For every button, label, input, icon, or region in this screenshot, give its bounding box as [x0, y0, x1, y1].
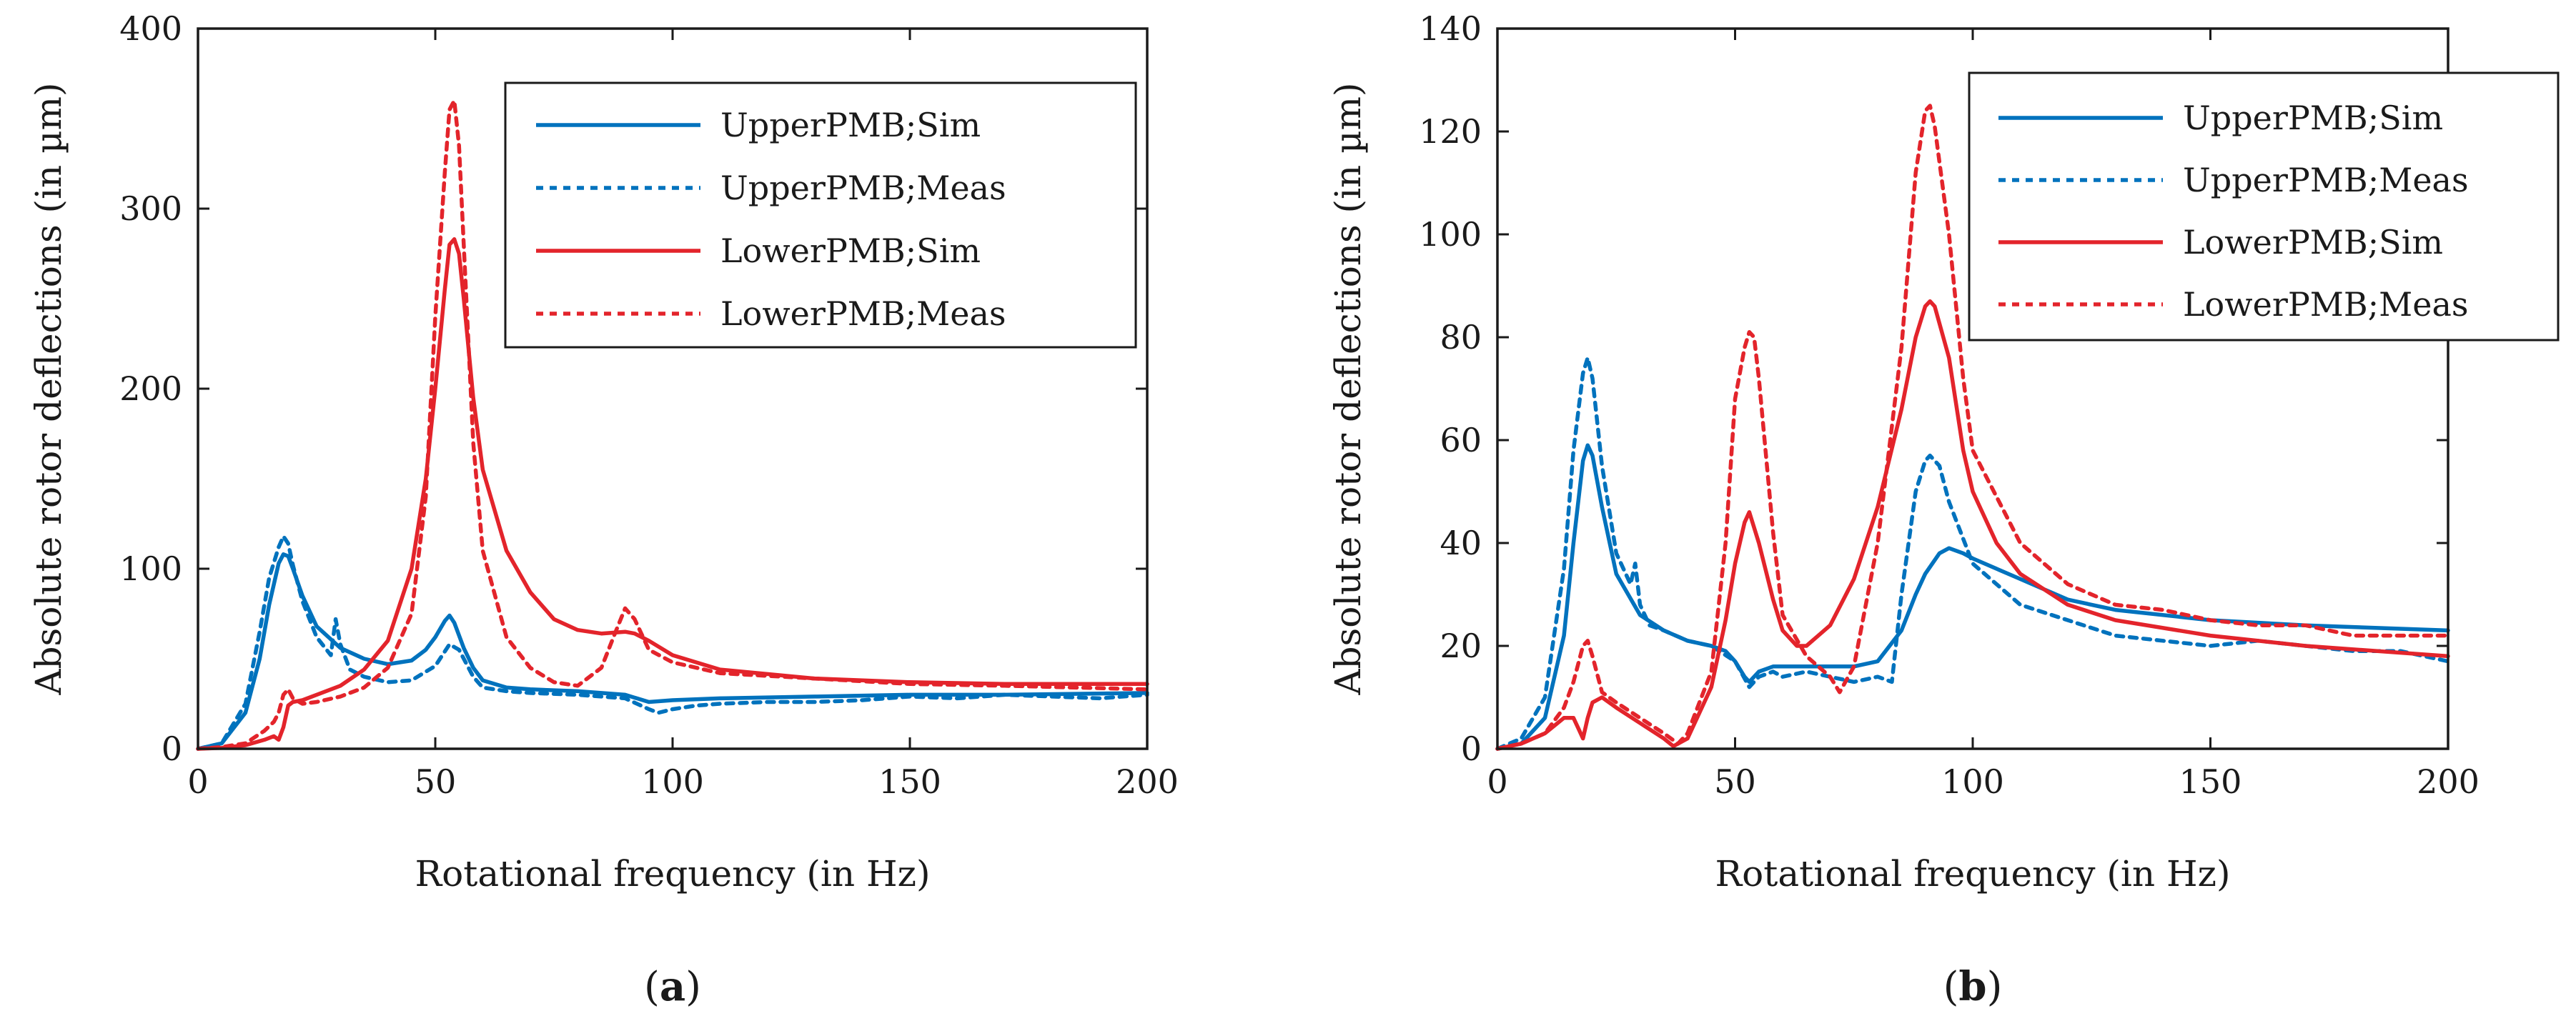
- panel-b-series-layer: [1495, 104, 2450, 751]
- panel-b-legend: UpperPMB;Sim UpperPMB;Meas LowerPMB;Sim …: [1968, 71, 2560, 342]
- panel-a-y-axis-label: Absolute rotor deflections (in µm): [28, 82, 69, 695]
- panel-b-y-tick-label-40: 40: [1440, 524, 1482, 562]
- panel-b-legend-label-lower-meas: LowerPMB;Meas: [2183, 285, 2469, 324]
- panel-b-y-tick-label-0: 0: [1461, 729, 1482, 768]
- panel-b-legend-label-upper-meas: UpperPMB;Meas: [2183, 161, 2469, 199]
- panel-a-legend: UpperPMB;Sim UpperPMB;Meas LowerPMB;Sim …: [504, 81, 1137, 349]
- panel-b-legend-label-upper-sim: UpperPMB;Sim: [2183, 99, 2443, 137]
- panel-a-x-tick-label-150: 150: [878, 762, 941, 801]
- panel-a-x-tick-label-0: 0: [187, 762, 208, 801]
- panel-a-series-lowerpmb-sim: [196, 237, 1149, 751]
- panel-a-series-layer: [196, 99, 1149, 751]
- panel-b-y-tick-label-60: 60: [1440, 421, 1482, 459]
- panel-b-series-upperpmb-meas: [1495, 356, 2450, 751]
- panel-a-y-tick-label-0: 0: [162, 729, 182, 768]
- panel-b-y-tick-label-20: 20: [1440, 627, 1482, 665]
- panel-a-legend-label-lower-sim: LowerPMB;Sim: [720, 231, 981, 270]
- panel-b-y-tick-label-100: 100: [1419, 215, 1482, 254]
- panel-b-x-tick-label-150: 150: [2179, 762, 2242, 801]
- panel-a-y-tick-label-400: 400: [119, 9, 182, 48]
- panel-a-x-tick-label-100: 100: [641, 762, 704, 801]
- panel-a-chart: 0 50 100 150 200 0 100 200 300 400 Rotational fre…: [28, 9, 1179, 1010]
- panel-a-series-upperpmb-sim: [196, 552, 1149, 751]
- panel-b-x-tick-label-200: 200: [2417, 762, 2480, 801]
- panel-a-x-tick-label-50: 50: [415, 762, 457, 801]
- panel-a-ticks-layer: 0 50 100 150 200 0 100 200 300 400: [119, 9, 1179, 801]
- panel-a-x-axis-label: Rotational frequency (in Hz): [415, 853, 931, 895]
- panel-b-series-lowerpmb-meas: [1495, 104, 2450, 751]
- panel-b-chart: 0 50 100 150 200 0 20 40 60 80 100 120 140 Rotationa…: [1327, 9, 2560, 1010]
- panel-b-y-axis-label: Absolute rotor deflections (in µm): [1327, 82, 1369, 695]
- panel-b-x-tick-label-50: 50: [1714, 762, 1756, 801]
- panel-a-legend-label-lower-meas: LowerPMB;Meas: [720, 294, 1006, 333]
- panel-a-series-lowerpmb-meas: [196, 99, 1149, 751]
- panel-a-y-tick-label-300: 300: [119, 189, 182, 228]
- panel-b-legend-label-lower-sim: LowerPMB;Sim: [2183, 223, 2443, 262]
- panel-a-y-tick-label-100: 100: [119, 549, 182, 588]
- panel-b-x-tick-label-100: 100: [1941, 762, 2004, 801]
- panel-b-y-tick-label-120: 120: [1419, 112, 1482, 151]
- panel-b-x-axis-label: Rotational frequency (in Hz): [1715, 853, 2231, 895]
- panel-a-caption: (a): [644, 963, 701, 1010]
- panel-b-y-tick-label-140: 140: [1419, 9, 1482, 48]
- panel-b-x-tick-label-0: 0: [1487, 762, 1507, 801]
- panel-a-y-tick-label-200: 200: [119, 369, 182, 408]
- panel-b-caption: (b): [1943, 963, 2003, 1010]
- panel-a-legend-label-upper-meas: UpperPMB;Meas: [720, 169, 1006, 207]
- panel-b-series-lowerpmb-sim: [1495, 299, 2450, 751]
- panel-b-caption-letter: b: [1958, 963, 1986, 1010]
- panel-a-caption-letter: a: [660, 963, 685, 1010]
- panel-a-legend-label-upper-sim: UpperPMB;Sim: [720, 106, 981, 144]
- panel-a-x-tick-label-200: 200: [1116, 762, 1179, 801]
- panel-a-series-upperpmb-meas: [196, 534, 1149, 751]
- panel-b-y-tick-label-80: 80: [1440, 318, 1482, 357]
